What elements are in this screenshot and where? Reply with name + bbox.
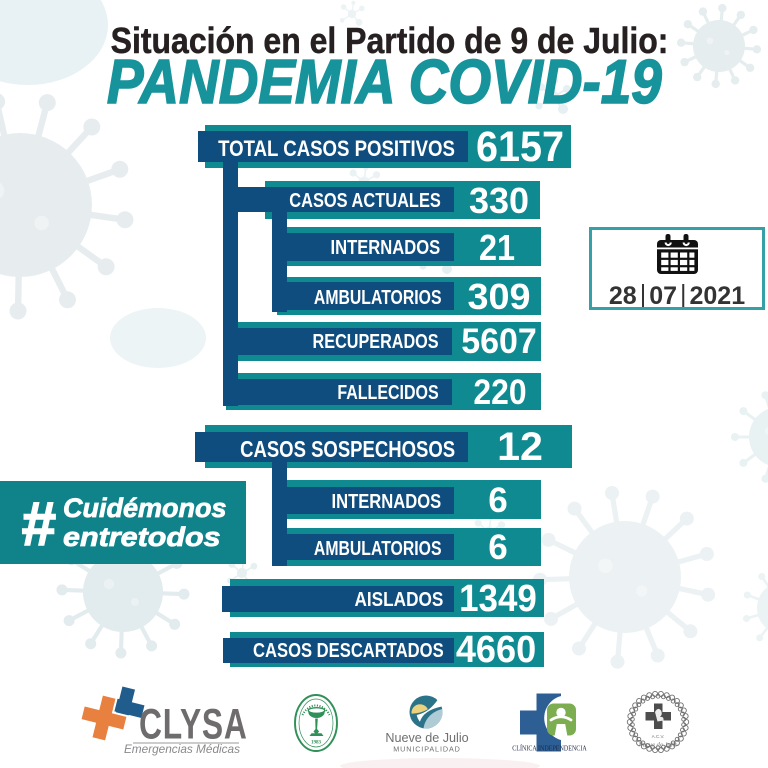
svg-text:1983: 1983 (311, 741, 322, 746)
svg-text:Nueve de Julio: Nueve de Julio (637, 742, 678, 749)
svg-text:Emergencias Médicas: Emergencias Médicas (124, 742, 240, 756)
svg-text:CLÍNICA INDEPENDENCIA: CLÍNICA INDEPENDENCIA (512, 744, 587, 753)
svg-text:Nueve de Julio: Nueve de Julio (385, 731, 468, 745)
svg-text:A.C.V.: A.C.V. (652, 734, 665, 739)
svg-text:MUNICIPALIDAD: MUNICIPALIDAD (393, 745, 460, 754)
svg-text:CLYSA: CLYSA (139, 701, 248, 749)
